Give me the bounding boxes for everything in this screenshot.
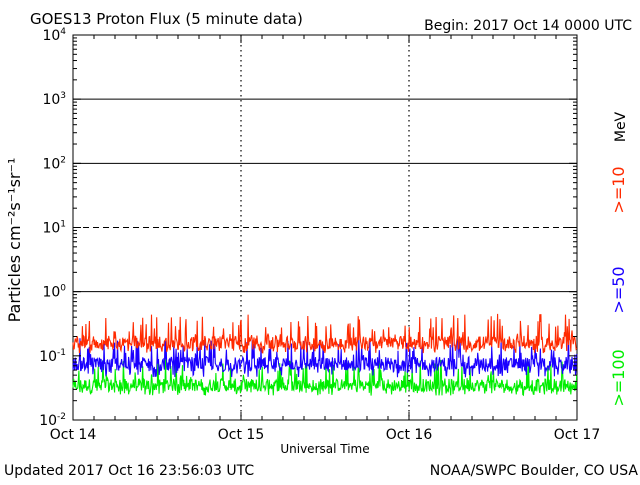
chart-title: GOES13 Proton Flux (5 minute data) [30,10,303,28]
legend-entry-50: >=50 [609,266,628,313]
footer-updated: Updated 2017 Oct 16 23:56:03 UTC [4,463,254,479]
y-tick-label: 103 [42,91,66,108]
begin-label: Begin: 2017 Oct 14 0000 UTC [424,18,632,34]
series-line-10 [72,313,578,354]
y-axis-ticks: 104 103 102 101 100 10-1 10-2 [39,27,66,429]
x-tick-label: Oct 16 [386,427,433,443]
x-tick-label: Oct 15 [218,427,264,443]
y-tick-label: 100 [42,284,66,301]
series-layer [72,313,578,397]
plot-area [72,34,578,421]
x-tick-label: Oct 14 [50,427,97,443]
y-tick-label: 101 [42,220,66,237]
x-axis-ticks: Oct 14 Oct 15 Oct 16 Oct 17 [50,427,600,443]
y-tick-label: 10-2 [39,412,66,429]
minor-ticks [72,35,578,421]
y-tick-label: 104 [42,27,66,44]
legend-unit-label: MeV [613,111,629,142]
legend-entry-10: >=10 [609,166,628,213]
y-tick-label: 102 [42,155,66,172]
legend-entry-100: >=100 [609,349,628,406]
y-tick-label: 10-1 [39,348,66,365]
series-line-100 [72,358,578,397]
gridlines [73,98,577,293]
legend: MeV >=10 >=50 >=100 [609,111,629,406]
series-line-50 [72,338,578,378]
x-axis-label: Universal Time [280,442,369,456]
y-axis-label: Particles cm⁻²s⁻¹sr⁻¹ [5,158,24,323]
footer-credit: NOAA/SWPC Boulder, CO USA [430,463,639,479]
x-tick-label: Oct 17 [554,427,600,443]
